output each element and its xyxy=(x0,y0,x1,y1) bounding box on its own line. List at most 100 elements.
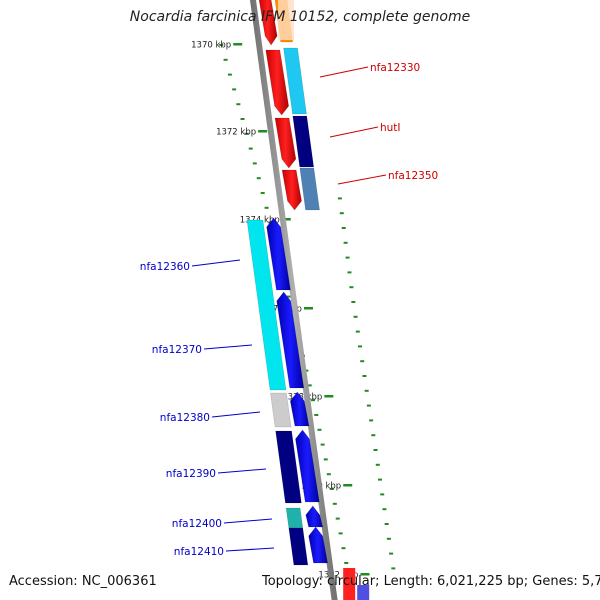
gene-arrow xyxy=(266,217,291,291)
ruler-dot xyxy=(317,428,322,431)
cog-layer xyxy=(246,0,320,566)
ruler-dot xyxy=(236,103,241,106)
ruler-dot xyxy=(252,162,257,165)
ruler-dot xyxy=(320,443,325,446)
ruler-dot xyxy=(326,473,331,476)
label-leader-line xyxy=(203,344,253,350)
ruler-dot xyxy=(364,389,369,392)
ruler-dot xyxy=(307,384,312,387)
accession-text: Accession: NC_006361 xyxy=(9,574,157,589)
ruler-dot xyxy=(373,449,378,451)
label-leader-line xyxy=(329,126,379,138)
ruler-dot xyxy=(345,256,350,259)
ruler-dot xyxy=(358,345,363,348)
ruler-dot xyxy=(341,227,346,229)
ruler-major-tick xyxy=(343,484,353,487)
cog-block xyxy=(288,527,309,566)
ruler-dot xyxy=(382,508,387,511)
ruler-dot xyxy=(248,147,253,150)
ruler-dot xyxy=(391,567,396,570)
gene-label: hutI xyxy=(380,122,401,134)
cog-block xyxy=(299,167,320,211)
label-leader-line xyxy=(211,411,261,418)
ruler-dot xyxy=(341,547,346,550)
ruler-major-tick xyxy=(258,130,268,133)
gene-label: nfa12330 xyxy=(370,62,420,74)
gene-arrow xyxy=(308,526,328,564)
ruler-dot xyxy=(323,458,328,461)
ruler-dot xyxy=(335,517,340,520)
gene-arrow xyxy=(265,49,289,116)
ruler-dot xyxy=(349,286,354,289)
ruler-dot xyxy=(343,241,348,244)
ruler-dot xyxy=(380,493,385,496)
ruler-dot xyxy=(371,434,376,437)
ruler-dot xyxy=(344,562,349,564)
ruler-dot xyxy=(219,44,224,46)
ruler-dot xyxy=(375,463,380,466)
ruler-dot xyxy=(351,301,356,303)
label-leader-line xyxy=(337,174,387,185)
ruler-dot xyxy=(347,271,352,274)
gene-arrow xyxy=(258,0,278,46)
cog-block xyxy=(283,47,307,115)
gene-arrow xyxy=(281,169,302,211)
ruler-dot xyxy=(223,58,228,61)
gene-label: nfa12390 xyxy=(166,468,216,480)
ruler-dot xyxy=(389,552,394,555)
ruler-dot xyxy=(339,212,344,215)
ruler-dot xyxy=(332,502,337,505)
ruler-dot xyxy=(311,399,316,402)
ruler-dot xyxy=(360,360,365,363)
ruler-tick-label: 1370 kbp xyxy=(191,41,231,51)
label-leader-line xyxy=(191,259,241,267)
ruler-dot xyxy=(386,537,391,540)
ruler-dot xyxy=(362,375,367,377)
ruler-dot xyxy=(353,315,358,318)
cog-block xyxy=(270,392,292,428)
gene-label: nfa12380 xyxy=(160,412,210,424)
ruler-dot xyxy=(337,197,342,200)
gene-arrow xyxy=(357,585,370,600)
genes-layer xyxy=(258,0,370,600)
cog-block xyxy=(246,219,287,391)
backbone-layer xyxy=(250,0,338,600)
cog-block xyxy=(285,507,304,529)
gene-arrow xyxy=(343,568,356,600)
ruler-dot xyxy=(366,404,371,407)
label-leader-line xyxy=(217,468,267,474)
ruler-major-tick xyxy=(233,43,243,46)
ruler-dot xyxy=(232,88,237,91)
gene-label: nfa12370 xyxy=(152,344,202,356)
ruler-tick-label: 1382 kbp xyxy=(318,571,358,581)
ruler-dot xyxy=(227,73,232,76)
cog-block xyxy=(278,0,294,40)
ruler-major-tick xyxy=(360,573,370,576)
ruler-dot xyxy=(338,532,343,535)
ruler-dot xyxy=(244,132,249,135)
ruler-dot xyxy=(314,414,319,416)
map-title: Nocardia farcinica IFM 10152, complete g… xyxy=(129,9,471,25)
ruler-major-tick xyxy=(303,307,313,310)
ruler-dot xyxy=(264,206,269,209)
gene-arrow xyxy=(274,117,297,169)
ruler-dot xyxy=(240,118,245,120)
label-leader-line xyxy=(225,547,275,552)
ruler-tick-label: 1372 kbp xyxy=(216,128,256,138)
gene-label: nfa12350 xyxy=(388,170,438,182)
ruler-major-tick xyxy=(281,218,291,221)
ruler-dot xyxy=(355,330,360,333)
label-leader-line xyxy=(223,518,273,524)
gene-arrow xyxy=(295,429,320,503)
cog-block xyxy=(292,115,314,168)
labels-layer: nfa12330 hutI nfa12350 nfa12360 nfa12370 nfa1… xyxy=(140,62,438,558)
cog-block xyxy=(275,430,302,504)
gene-label: nfa12400 xyxy=(172,518,222,530)
ruler-dot xyxy=(256,177,261,180)
gene-label: nfa12410 xyxy=(174,546,224,558)
ruler-dot xyxy=(369,419,374,422)
gene-arrow xyxy=(276,291,305,389)
label-leader-line xyxy=(319,66,369,78)
ruler-dot xyxy=(286,295,291,298)
ruler-major-tick xyxy=(324,395,334,398)
